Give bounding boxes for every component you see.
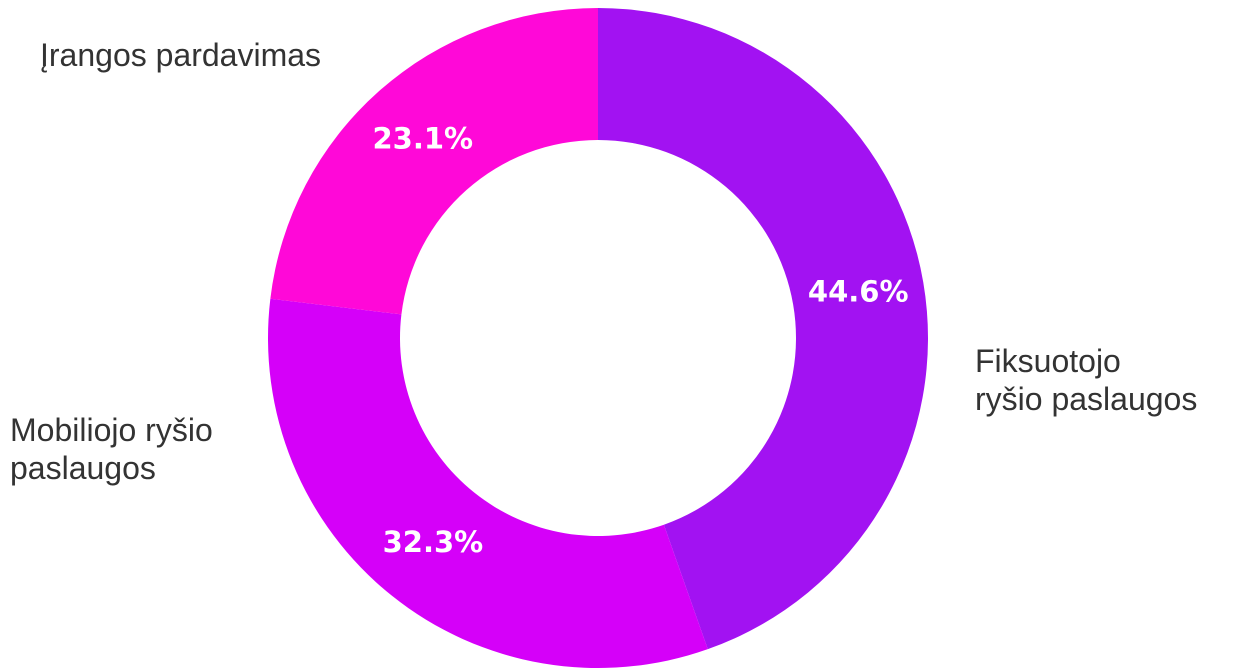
donut-slice bbox=[267, 298, 708, 668]
category-label: Fiksuotojo ryšio paslaugos bbox=[975, 343, 1198, 417]
donut-slice bbox=[270, 8, 598, 315]
value-label: 23.1% bbox=[372, 122, 473, 156]
value-label: 44.6% bbox=[808, 274, 909, 308]
category-label: Įrangos pardavimas bbox=[40, 37, 322, 73]
donut-slice bbox=[598, 8, 928, 650]
category-label: Mobiliojo ryšio paslaugos bbox=[10, 412, 213, 486]
value-label: 32.3% bbox=[383, 525, 484, 559]
